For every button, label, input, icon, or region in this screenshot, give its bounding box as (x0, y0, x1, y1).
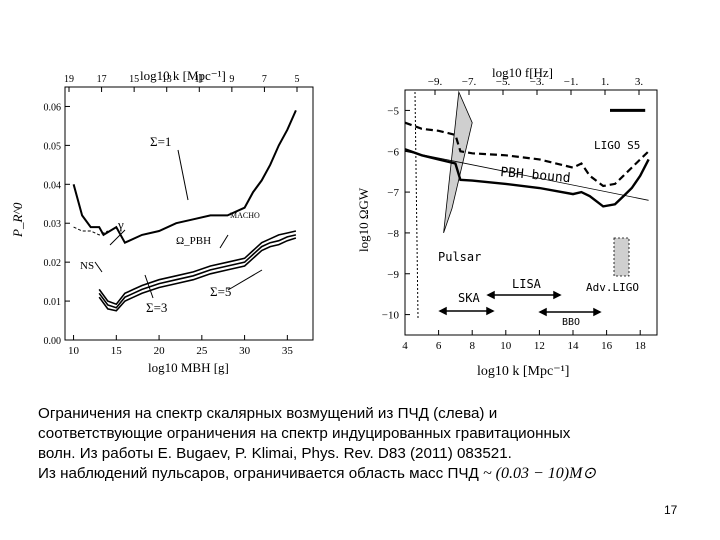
right-y-tick-label: −9 (387, 269, 399, 281)
caption-line-2: соответствующие ограничения на спектр ин… (38, 425, 571, 442)
caption-line-1: Ограничения на спектр скалярных возмущен… (38, 405, 498, 422)
left-top-tick-label: 17 (97, 74, 107, 85)
left-top-tick-label: 7 (262, 74, 267, 85)
right-y-axis-label: log10 ΩGW (356, 187, 371, 252)
left-x-tick-label: 25 (196, 345, 208, 357)
caption: Ограничения на спектр скалярных возмущен… (38, 404, 708, 484)
detector-ranges (414, 91, 602, 319)
right-x-tick-label: 16 (601, 340, 613, 352)
left-series-line (98, 237, 297, 312)
left-y-axis-label: P_R^0 (10, 202, 25, 238)
right-x-axis-label: log10 k [Mpc⁻¹] (477, 364, 569, 379)
caption-line-3-prefix: волн. Из работы (38, 445, 158, 462)
annotation-sigma-5: Σ=5 (210, 284, 231, 299)
page-number: 17 (664, 503, 678, 517)
annotation-macho: MACHO (230, 211, 260, 220)
gamma-constraint-line (73, 226, 109, 236)
left-series-line (72, 109, 297, 244)
right-top-tick-label: −1. (564, 76, 579, 88)
left-top-tick-label: 13 (162, 74, 172, 85)
left-top-tick-label: 5 (295, 74, 300, 85)
right-top-tick-label: −3. (530, 76, 545, 88)
right-y-tick-label: −5 (387, 105, 399, 117)
left-y-tick-label: 0.05 (44, 141, 62, 152)
right-x-tick-label: 6 (436, 340, 442, 352)
annotation-sigma-3: Σ=3 (146, 300, 167, 315)
right-y-tick-label: −10 (382, 310, 400, 322)
left-panel-pbh-constraints: 10 15 20 25 30 35 0.00 0.01 0.02 0.03 0.04 0.05 0.06… (10, 68, 314, 375)
annotation-ska: SKA (458, 291, 480, 305)
right-top-tick-label: −9. (428, 76, 443, 88)
right-x-tick-label: 14 (568, 340, 580, 352)
annotation-pulsar: Pulsar (438, 250, 481, 264)
left-y-tick-label: 0.04 (44, 180, 62, 191)
left-y-tick-label: 0.00 (44, 336, 62, 347)
annotation-bbo: BBO (562, 317, 580, 328)
left-y-tick-label: 0.03 (44, 219, 62, 230)
caption-reference: E. Bugaev, P. Klimai, Phys. Rev. D83 (20… (157, 445, 508, 462)
annotation-ligo-s5: LIGO S5 (594, 139, 640, 152)
right-x-tick-label: 10 (500, 340, 512, 352)
left-y-tick-label: 0.01 (44, 297, 62, 308)
left-series-line (98, 234, 297, 309)
annotation-ns: NS (80, 260, 94, 272)
annotation-pbh-bound: PBH bound (500, 165, 571, 186)
right-x-tick-label: 12 (534, 340, 545, 352)
caption-line-4-prefix: Из наблюдений пульсаров, ограничивается … (38, 465, 479, 482)
left-top-tick-label: 19 (64, 74, 74, 85)
left-top-tick-label: 15 (129, 74, 139, 85)
left-series-line (98, 230, 297, 306)
right-x-tick-label: 18 (635, 340, 647, 352)
right-x-tick-label: 4 (402, 340, 408, 352)
right-y-tick-label: −7 (387, 187, 399, 199)
caption-line-3-suffix: . (507, 445, 512, 462)
left-top-tick-label: 11 (194, 74, 204, 85)
left-y-tick-label: 0.02 (44, 258, 62, 269)
right-top-tick-label: 3. (635, 76, 644, 88)
left-top-tick-label: 9 (229, 74, 234, 85)
left-x-axis-label: log10 MBH [g] (148, 360, 229, 375)
right-series-line (404, 148, 650, 208)
mass-range-formula: ~ (0.03 − 10)M⊙ (483, 465, 596, 482)
left-top-axis-label: log10 k [Mpc⁻¹] (140, 68, 226, 83)
left-x-tick-label: 15 (111, 345, 123, 357)
right-panel-gw-constraints: 4 6 8 10 12 14 16 18 −5 −6 −7 −8 −9 −10 −9. −7. −5. −3. −1… (356, 65, 658, 379)
adv-ligo-region (613, 237, 630, 277)
caption-line-4: Из наблюдений пульсаров, ограничивается … (38, 464, 708, 484)
annotation-omega-pbh: Ω_PBH (176, 235, 211, 247)
left-y-tick-label: 0.06 (44, 102, 62, 113)
left-x-tick-label: 10 (68, 345, 80, 357)
right-top-tick-label: −7. (462, 76, 477, 88)
right-plot-frame (404, 89, 658, 336)
annotation-sigma-1: Σ=1 (150, 134, 171, 149)
left-x-tick-label: 20 (154, 345, 166, 357)
pulsar-region (443, 90, 473, 234)
right-x-tick-label: 8 (469, 340, 475, 352)
annotation-lisa: LISA (512, 277, 542, 291)
right-y-tick-label: −6 (387, 146, 399, 158)
left-x-tick-label: 30 (239, 345, 251, 357)
caption-line-3: волн. Из работы E. Bugaev, P. Klimai, Ph… (38, 444, 708, 464)
right-top-tick-label: 1. (601, 76, 610, 88)
left-plot-frame (64, 86, 314, 341)
right-top-tick-label: −5. (496, 76, 511, 88)
right-top-axis-label: log10 f[Hz] (492, 65, 553, 80)
left-x-tick-label: 35 (282, 345, 294, 357)
right-series-line (404, 150, 649, 201)
annotation-adv-ligo: Adv.LIGO (586, 281, 639, 294)
figure: 10 15 20 25 30 35 0.00 0.01 0.02 0.03 0.04 0.05 0.06… (10, 65, 658, 379)
annotation-gamma: γ (117, 217, 124, 232)
right-series-line (404, 121, 650, 188)
right-y-tick-label: −8 (387, 228, 399, 240)
